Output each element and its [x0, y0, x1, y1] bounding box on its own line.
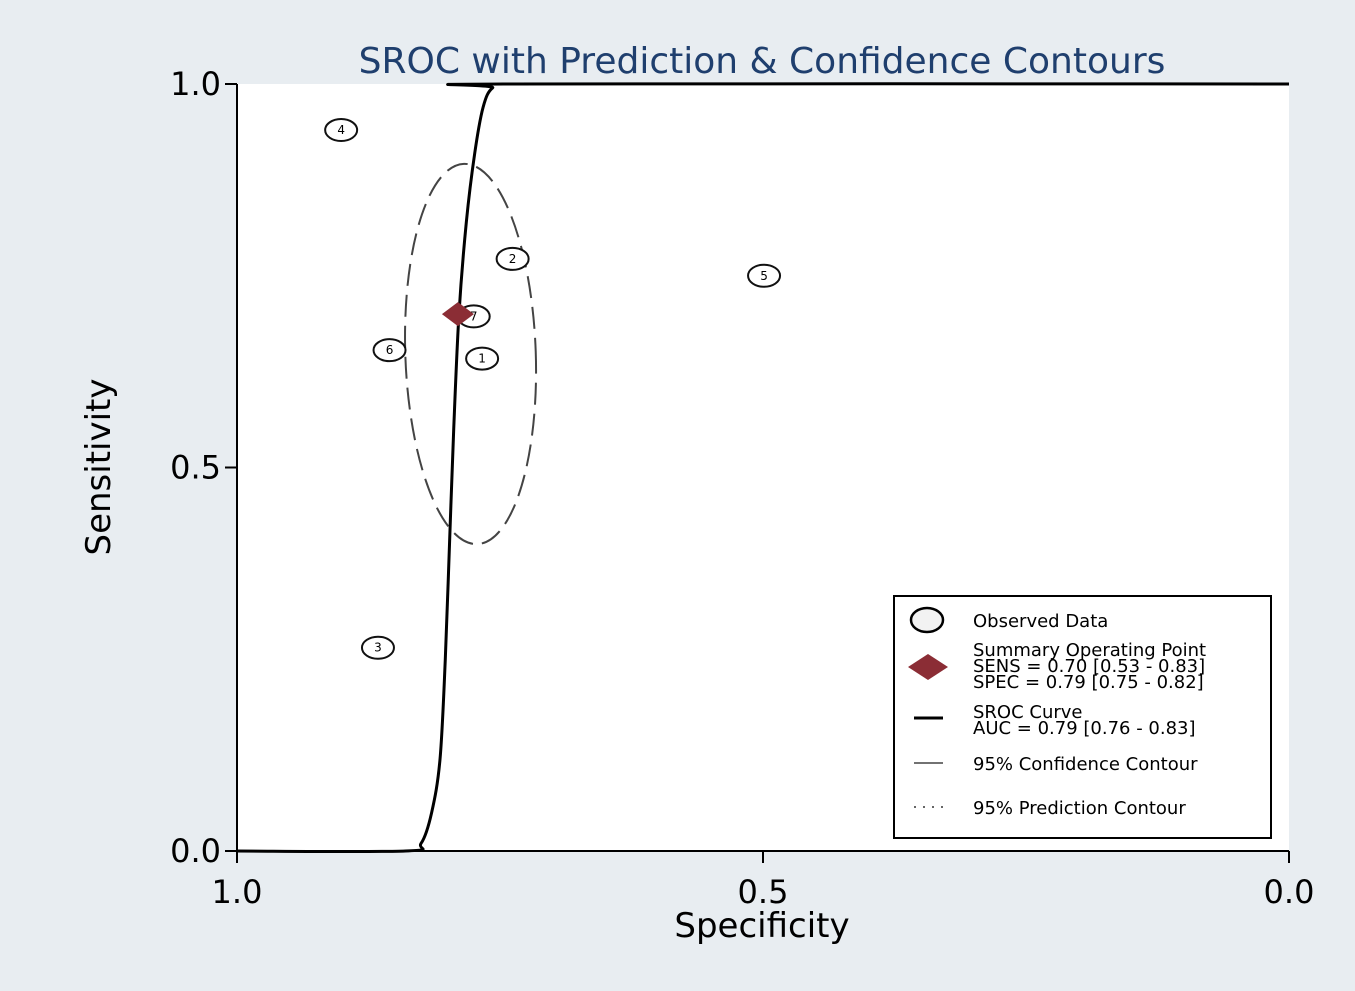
observed-point-label: 4 — [337, 123, 345, 137]
summary-operating-point — [441, 302, 474, 327]
observed-point-6: 6 — [372, 338, 407, 363]
x-tick-label: 0.0 — [1264, 873, 1315, 911]
x-tick-label: 1.0 — [212, 873, 263, 911]
observed-marker — [372, 338, 407, 363]
legend-prediction-label: 95% Prediction Contour — [973, 798, 1186, 819]
observed-marker — [360, 635, 395, 660]
x-tick-label: 0.5 — [738, 873, 789, 911]
legend-summary-line: SPEC = 0.79 [0.75 - 0.82] — [973, 672, 1204, 693]
observed-point-label: 2 — [509, 252, 517, 266]
legend-summary-line: SENS = 0.70 [0.53 - 0.83] — [973, 656, 1205, 677]
observed-marker — [324, 118, 359, 143]
observed-point-label: 6 — [386, 343, 394, 357]
legend-observed-marker — [909, 606, 945, 634]
y-tick-label: 0.5 — [170, 449, 221, 487]
observed-point-5: 5 — [747, 263, 782, 288]
legend-box — [893, 595, 1272, 839]
observed-marker — [747, 263, 782, 288]
observed-marker — [495, 246, 530, 271]
y-tick-label: 1.0 — [170, 65, 221, 103]
observed-marker — [465, 346, 500, 371]
chart-title: SROC with Prediction & Confidence Contou… — [359, 41, 1166, 82]
observed-point-1: 1 — [465, 346, 500, 371]
legend-curve-line: SROC Curve — [973, 702, 1083, 723]
observed-point-2: 2 — [495, 246, 530, 271]
observed-point-3: 3 — [360, 635, 395, 660]
legend-summary-line: Summary Operating Point — [973, 640, 1206, 661]
y-tick-label: 0.0 — [170, 832, 221, 870]
observed-point-label: 1 — [478, 352, 486, 366]
observed-point-label: 5 — [760, 269, 768, 283]
legend-observed-label: Observed Data — [973, 611, 1108, 632]
legend-confidence-label: 95% Confidence Contour — [973, 754, 1198, 775]
legend-summary-marker — [908, 654, 948, 680]
confidence-contour — [404, 162, 538, 546]
x-axis-title: Specificity — [674, 906, 849, 946]
y-axis-title: Sensitivity — [79, 378, 119, 555]
legend-curve-line: AUC = 0.79 [0.76 - 0.83] — [973, 718, 1196, 739]
legend: Observed Data Summary Operating PointSENS… — [893, 595, 1272, 839]
observed-point-4: 4 — [324, 118, 359, 143]
observed-point-label: 3 — [374, 641, 382, 655]
observed-point-label: 7 — [470, 309, 478, 323]
